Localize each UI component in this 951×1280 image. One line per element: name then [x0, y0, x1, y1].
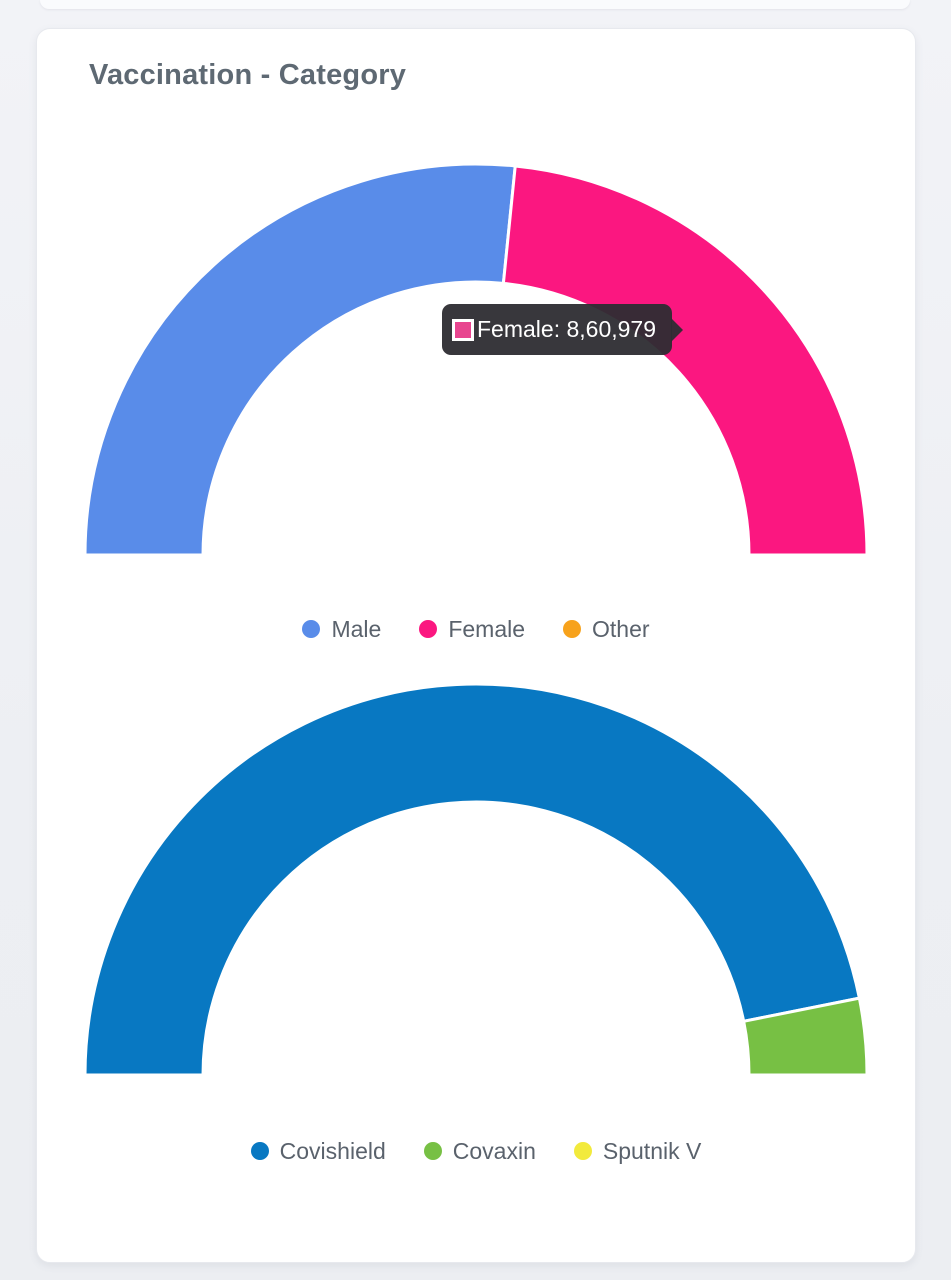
slice-male[interactable] — [83, 162, 517, 557]
gender-legend: Male Female Other — [37, 616, 915, 642]
legend-item-sputnik-v[interactable]: Sputnik V — [573, 1137, 702, 1165]
legend-dot-sputnik-v — [573, 1142, 592, 1160]
slice-covishield[interactable] — [83, 682, 862, 1077]
previous-card-edge — [40, 0, 910, 9]
legend-dot-female — [419, 620, 438, 638]
legend-dot-covishield — [250, 1142, 269, 1160]
legend-item-male[interactable]: Male — [302, 616, 381, 643]
legend-dot-other — [563, 620, 582, 638]
legend-label: Other — [592, 615, 650, 642]
legend-item-other[interactable]: Other — [563, 616, 650, 643]
legend-item-covishield[interactable]: Covishield — [250, 1137, 386, 1165]
vaccine-legend: Covishield Covaxin Sputnik V — [37, 1138, 915, 1164]
slice-female[interactable] — [501, 164, 869, 557]
legend-label: Female — [448, 615, 526, 642]
vaccine-donut-chart — [81, 681, 871, 1078]
legend-dot-covaxin — [423, 1142, 442, 1160]
gender-donut-svg — [83, 162, 869, 557]
legend-label: Male — [331, 615, 382, 642]
legend-label: Covaxin — [452, 1137, 536, 1164]
legend-label: Sputnik V — [602, 1137, 702, 1164]
legend-item-female[interactable]: Female — [419, 616, 525, 643]
gender-donut-chart: Female: 8,60,979 — [81, 161, 871, 558]
slice-covaxin[interactable] — [741, 996, 869, 1077]
vaccination-category-card: Vaccination - Category Female: 8,60,979 … — [36, 28, 916, 1263]
page-title: Vaccination - Category — [89, 59, 407, 91]
legend-dot-male — [302, 620, 321, 638]
legend-item-covaxin[interactable]: Covaxin — [423, 1137, 536, 1165]
legend-label: Covishield — [279, 1137, 386, 1164]
vaccine-donut-svg — [83, 682, 869, 1077]
